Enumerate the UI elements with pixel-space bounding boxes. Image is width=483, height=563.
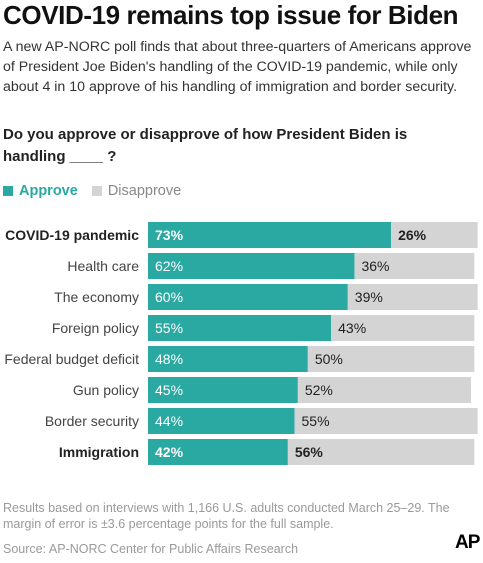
category-label-covid-19-pandemic: COVID-19 pandemic <box>5 227 139 243</box>
value-label-disapprove-health-care: 36% <box>361 258 389 274</box>
bar-approve-covid-19-pandemic <box>148 222 392 248</box>
legend-swatch-approve <box>3 186 13 196</box>
bar-disapprove-immigration <box>287 439 475 465</box>
bar-chart: COVID-19 pandemic 73% 26% Health care 62% 36%… <box>4 222 478 465</box>
bar-disapprove-the-economy <box>347 284 478 310</box>
category-label-gun-policy: Gun policy <box>73 382 139 398</box>
bar-approve-foreign-policy <box>148 315 332 341</box>
category-label-immigration: Immigration <box>59 444 139 460</box>
methodology-note: Results based on interviews with 1,166 U… <box>3 501 450 531</box>
bar-disapprove-foreign-policy <box>331 315 475 341</box>
legend-item-disapprove: Disapprove <box>91 183 182 199</box>
bar-disapprove-gun-policy <box>297 377 472 403</box>
bar-disapprove-border-security <box>294 408 478 434</box>
ap-logo: AP <box>455 532 480 553</box>
category-label-border-security: Border security <box>45 413 139 429</box>
value-label-disapprove-foreign-policy: 43% <box>338 320 366 336</box>
bar-approve-gun-policy <box>148 377 298 403</box>
value-label-approve-the-economy: 60% <box>155 289 183 305</box>
category-label-the-economy: The economy <box>54 289 139 305</box>
category-label-federal-budget-deficit: Federal budget deficit <box>4 351 139 367</box>
bar-approve-the-economy <box>148 284 348 310</box>
value-label-approve-immigration: 42% <box>155 444 184 460</box>
legend-swatch-disapprove <box>91 186 102 196</box>
chart-subtitle: A new AP-NORC poll finds that about thre… <box>3 39 472 95</box>
value-label-disapprove-immigration: 56% <box>295 444 324 460</box>
bar-disapprove-covid-19-pandemic <box>391 222 478 248</box>
value-label-disapprove-gun-policy: 52% <box>305 382 333 398</box>
category-label-health-care: Health care <box>67 258 139 274</box>
bar-approve-health-care <box>148 253 355 279</box>
value-label-disapprove-the-economy: 39% <box>355 289 383 305</box>
bar-disapprove-health-care <box>354 253 475 279</box>
value-label-disapprove-covid-19-pandemic: 26% <box>398 227 427 243</box>
category-label-foreign-policy: Foreign policy <box>52 320 139 336</box>
source-credit: Source: AP-NORC Center for Public Affair… <box>3 542 299 556</box>
value-label-approve-foreign-policy: 55% <box>155 320 183 336</box>
bar-approve-federal-budget-deficit <box>148 346 308 372</box>
value-label-approve-health-care: 62% <box>155 258 183 274</box>
bar-approve-border-security <box>148 408 295 434</box>
legend-label-disapprove: Disapprove <box>107 183 182 199</box>
value-label-approve-border-security: 44% <box>155 413 183 429</box>
value-label-approve-gun-policy: 45% <box>155 382 183 398</box>
legend: Approve Disapprove <box>3 183 195 199</box>
legend-item-approve: Approve <box>3 183 78 199</box>
legend-label-approve: Approve <box>19 183 78 199</box>
value-label-approve-federal-budget-deficit: 48% <box>155 351 183 367</box>
chart-title: COVID-19 remains top issue for Biden <box>3 0 459 30</box>
value-label-disapprove-federal-budget-deficit: 50% <box>315 351 343 367</box>
value-label-disapprove-border-security: 55% <box>302 413 330 429</box>
bar-disapprove-federal-budget-deficit <box>307 346 475 372</box>
value-label-approve-covid-19-pandemic: 73% <box>155 227 184 243</box>
bar-approve-immigration <box>148 439 288 465</box>
survey-question: Do you approve or disapprove of how Pres… <box>3 126 408 165</box>
